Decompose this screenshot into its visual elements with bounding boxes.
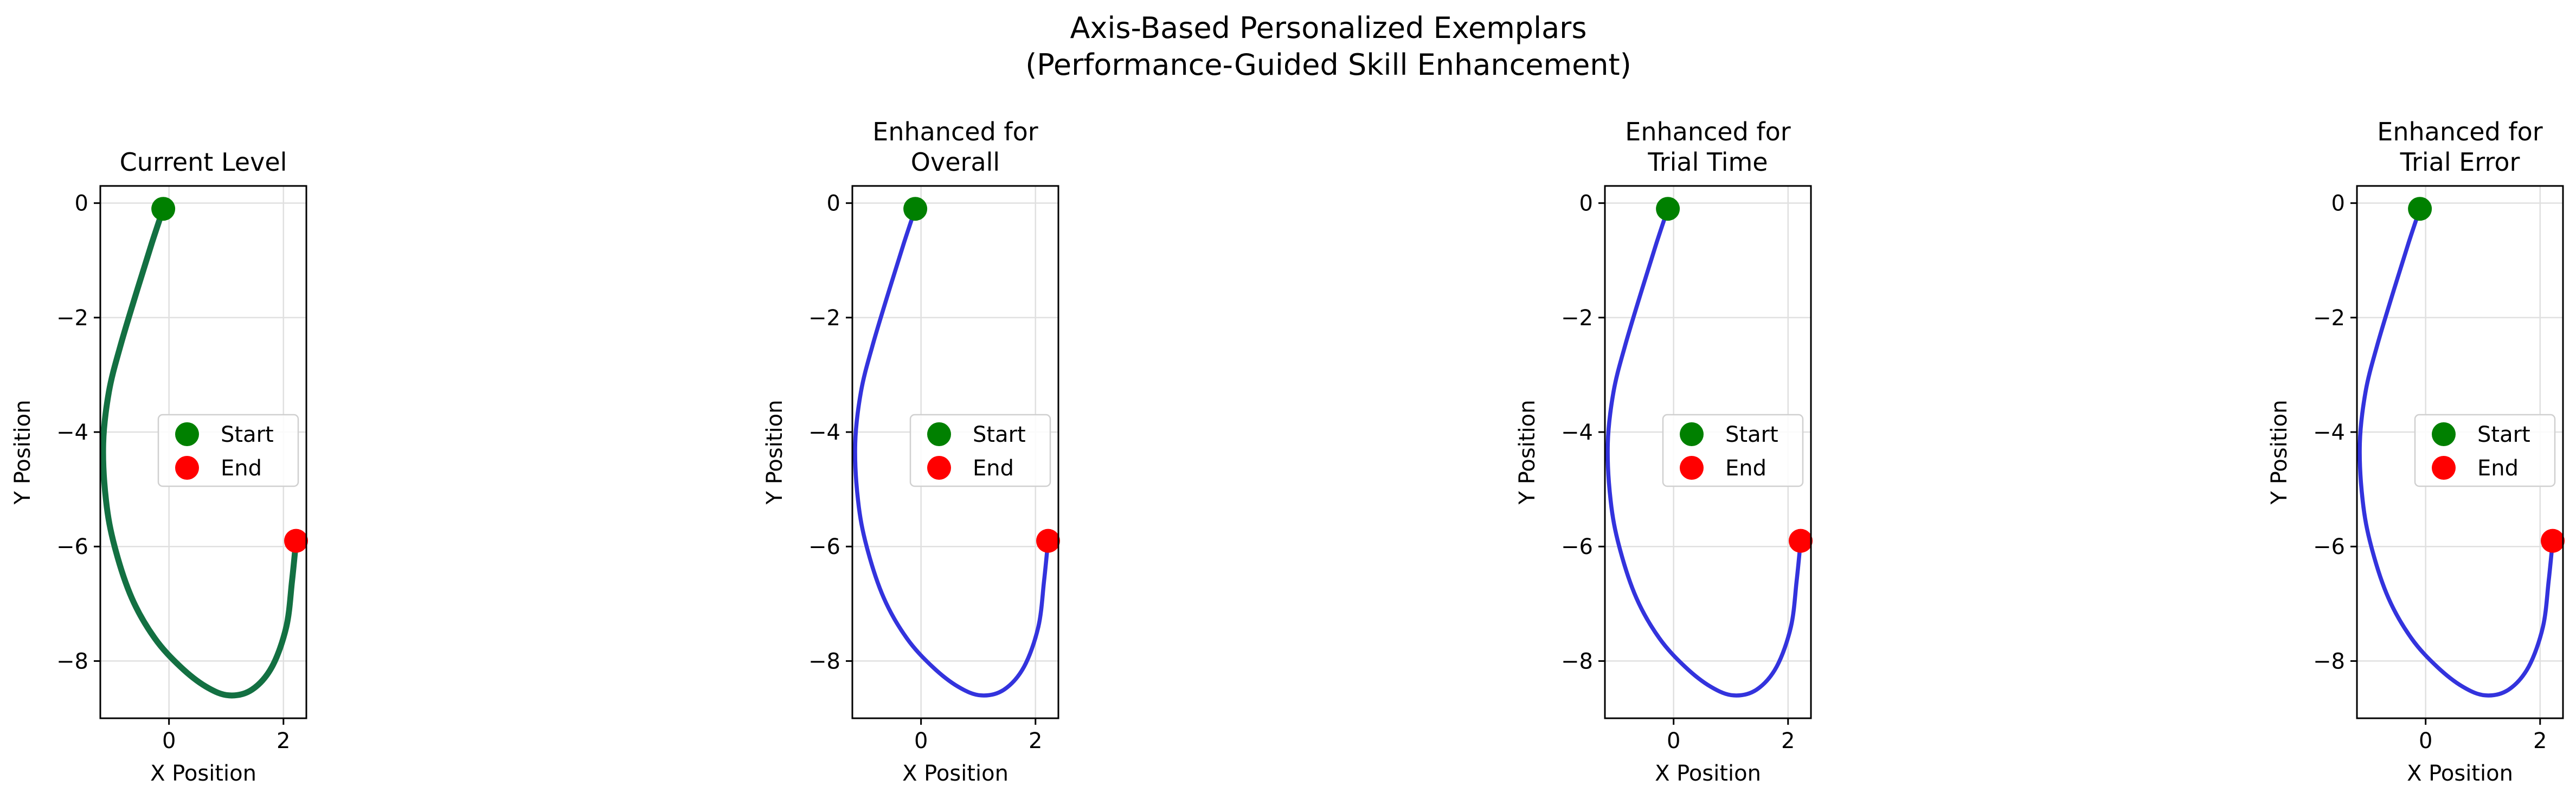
x-axis-label: X Position: [150, 761, 256, 786]
legend-end-label: End: [973, 456, 1014, 481]
x-tick-label: 0: [1667, 729, 1680, 754]
y-tick-label: 0: [75, 191, 88, 216]
y-tick-label: −2: [808, 306, 840, 331]
x-tick-label: 0: [162, 729, 176, 754]
legend-end-label: End: [1725, 456, 1766, 481]
legend: Start End: [909, 414, 1051, 487]
y-tick-label: −4: [2313, 420, 2345, 445]
y-axis-label: Y Position: [2267, 400, 2292, 505]
legend-start-label: Start: [973, 422, 1026, 447]
legend-start-marker: [927, 422, 951, 446]
y-tick-label: −8: [56, 649, 88, 674]
legend-end-marker: [927, 456, 951, 480]
y-tick-label: −4: [56, 420, 88, 445]
x-tick-label: 2: [1781, 729, 1795, 754]
y-tick-label: −2: [1561, 306, 1593, 331]
end-marker: [284, 529, 308, 553]
end-marker: [1789, 529, 1813, 553]
x-tick-label: 0: [2419, 729, 2432, 754]
trajectory-line: [100, 205, 299, 699]
y-tick-label: −6: [56, 534, 88, 559]
start-marker: [903, 197, 928, 221]
panel-1: Current Level 0 2 0 −2 −4 −6 −8 X Position Y Posi…: [10, 147, 308, 786]
y-tick-label: −8: [2313, 649, 2345, 674]
figure-title-line1: Axis-Based Personalized Exemplars: [1070, 11, 1586, 45]
legend-start-marker: [1680, 422, 1704, 446]
panel-title-line: Overall: [911, 147, 1000, 177]
panels: Current Level 0 2 0 −2 −4 −6 −8 X Position Y Posi…: [10, 117, 2565, 786]
legend-end-marker: [1680, 456, 1704, 480]
trajectory-line: [853, 207, 1050, 698]
x-tick-label: 2: [277, 729, 290, 754]
x-axis-label: X Position: [902, 761, 1008, 786]
panel-title-line: Enhanced for: [1625, 117, 1790, 146]
legend: Start End: [1662, 414, 1804, 487]
legend-start-label: Start: [2477, 422, 2530, 447]
y-tick-label: −4: [808, 420, 840, 445]
end-marker: [1036, 529, 1060, 553]
end-marker: [2541, 529, 2565, 553]
legend-end-label: End: [221, 456, 262, 481]
panel-title-line: Enhanced for: [2377, 117, 2542, 146]
trajectory-line: [2357, 207, 2555, 698]
legend: Start End: [2414, 414, 2556, 487]
y-tick-label: 0: [1579, 191, 1593, 216]
legend-end-marker: [2432, 456, 2456, 480]
y-tick-label: −6: [2313, 534, 2345, 559]
axes-frame: [2356, 185, 2564, 719]
panel-title-line: Enhanced for: [872, 117, 1038, 146]
y-tick-label: −2: [56, 306, 88, 331]
legend-start-marker: [175, 422, 199, 446]
panel-title-line: Current Level: [120, 147, 287, 177]
y-tick-label: −2: [2313, 306, 2345, 331]
x-axis-label: X Position: [2407, 761, 2513, 786]
legend-end-label: End: [2477, 456, 2519, 481]
y-tick-label: 0: [2331, 191, 2345, 216]
y-tick-label: −4: [1561, 420, 1593, 445]
figure-title-line2: (Performance-Guided Skill Enhancement): [1025, 48, 1631, 82]
start-marker: [151, 197, 176, 221]
axes-frame: [851, 185, 1059, 719]
y-tick-label: −8: [808, 649, 840, 674]
axes-frame: [1604, 185, 1812, 719]
y-tick-label: −8: [1561, 649, 1593, 674]
axes-frame: [99, 185, 307, 719]
legend-start-label: Start: [1725, 422, 1778, 447]
panel-title-line: Trial Error: [2400, 147, 2520, 177]
trajectory-line: [1605, 207, 1803, 698]
start-marker: [1656, 197, 1680, 221]
start-marker: [2408, 197, 2432, 221]
y-tick-label: −6: [808, 534, 840, 559]
x-tick-label: 0: [914, 729, 928, 754]
y-tick-label: −6: [1561, 534, 1593, 559]
y-tick-label: 0: [827, 191, 840, 216]
panel-title-line: Trial Time: [1647, 147, 1768, 177]
x-tick-label: 2: [2533, 729, 2547, 754]
y-axis-label: Y Position: [1515, 400, 1540, 505]
x-tick-label: 2: [1029, 729, 1042, 754]
legend-end-marker: [175, 456, 199, 480]
legend-start-label: Start: [221, 422, 274, 447]
y-axis-label: Y Position: [762, 400, 787, 505]
legend: Start End: [157, 414, 299, 487]
x-axis-label: X Position: [1655, 761, 1761, 786]
legend-start-marker: [2432, 422, 2456, 446]
y-axis-label: Y Position: [10, 400, 35, 505]
